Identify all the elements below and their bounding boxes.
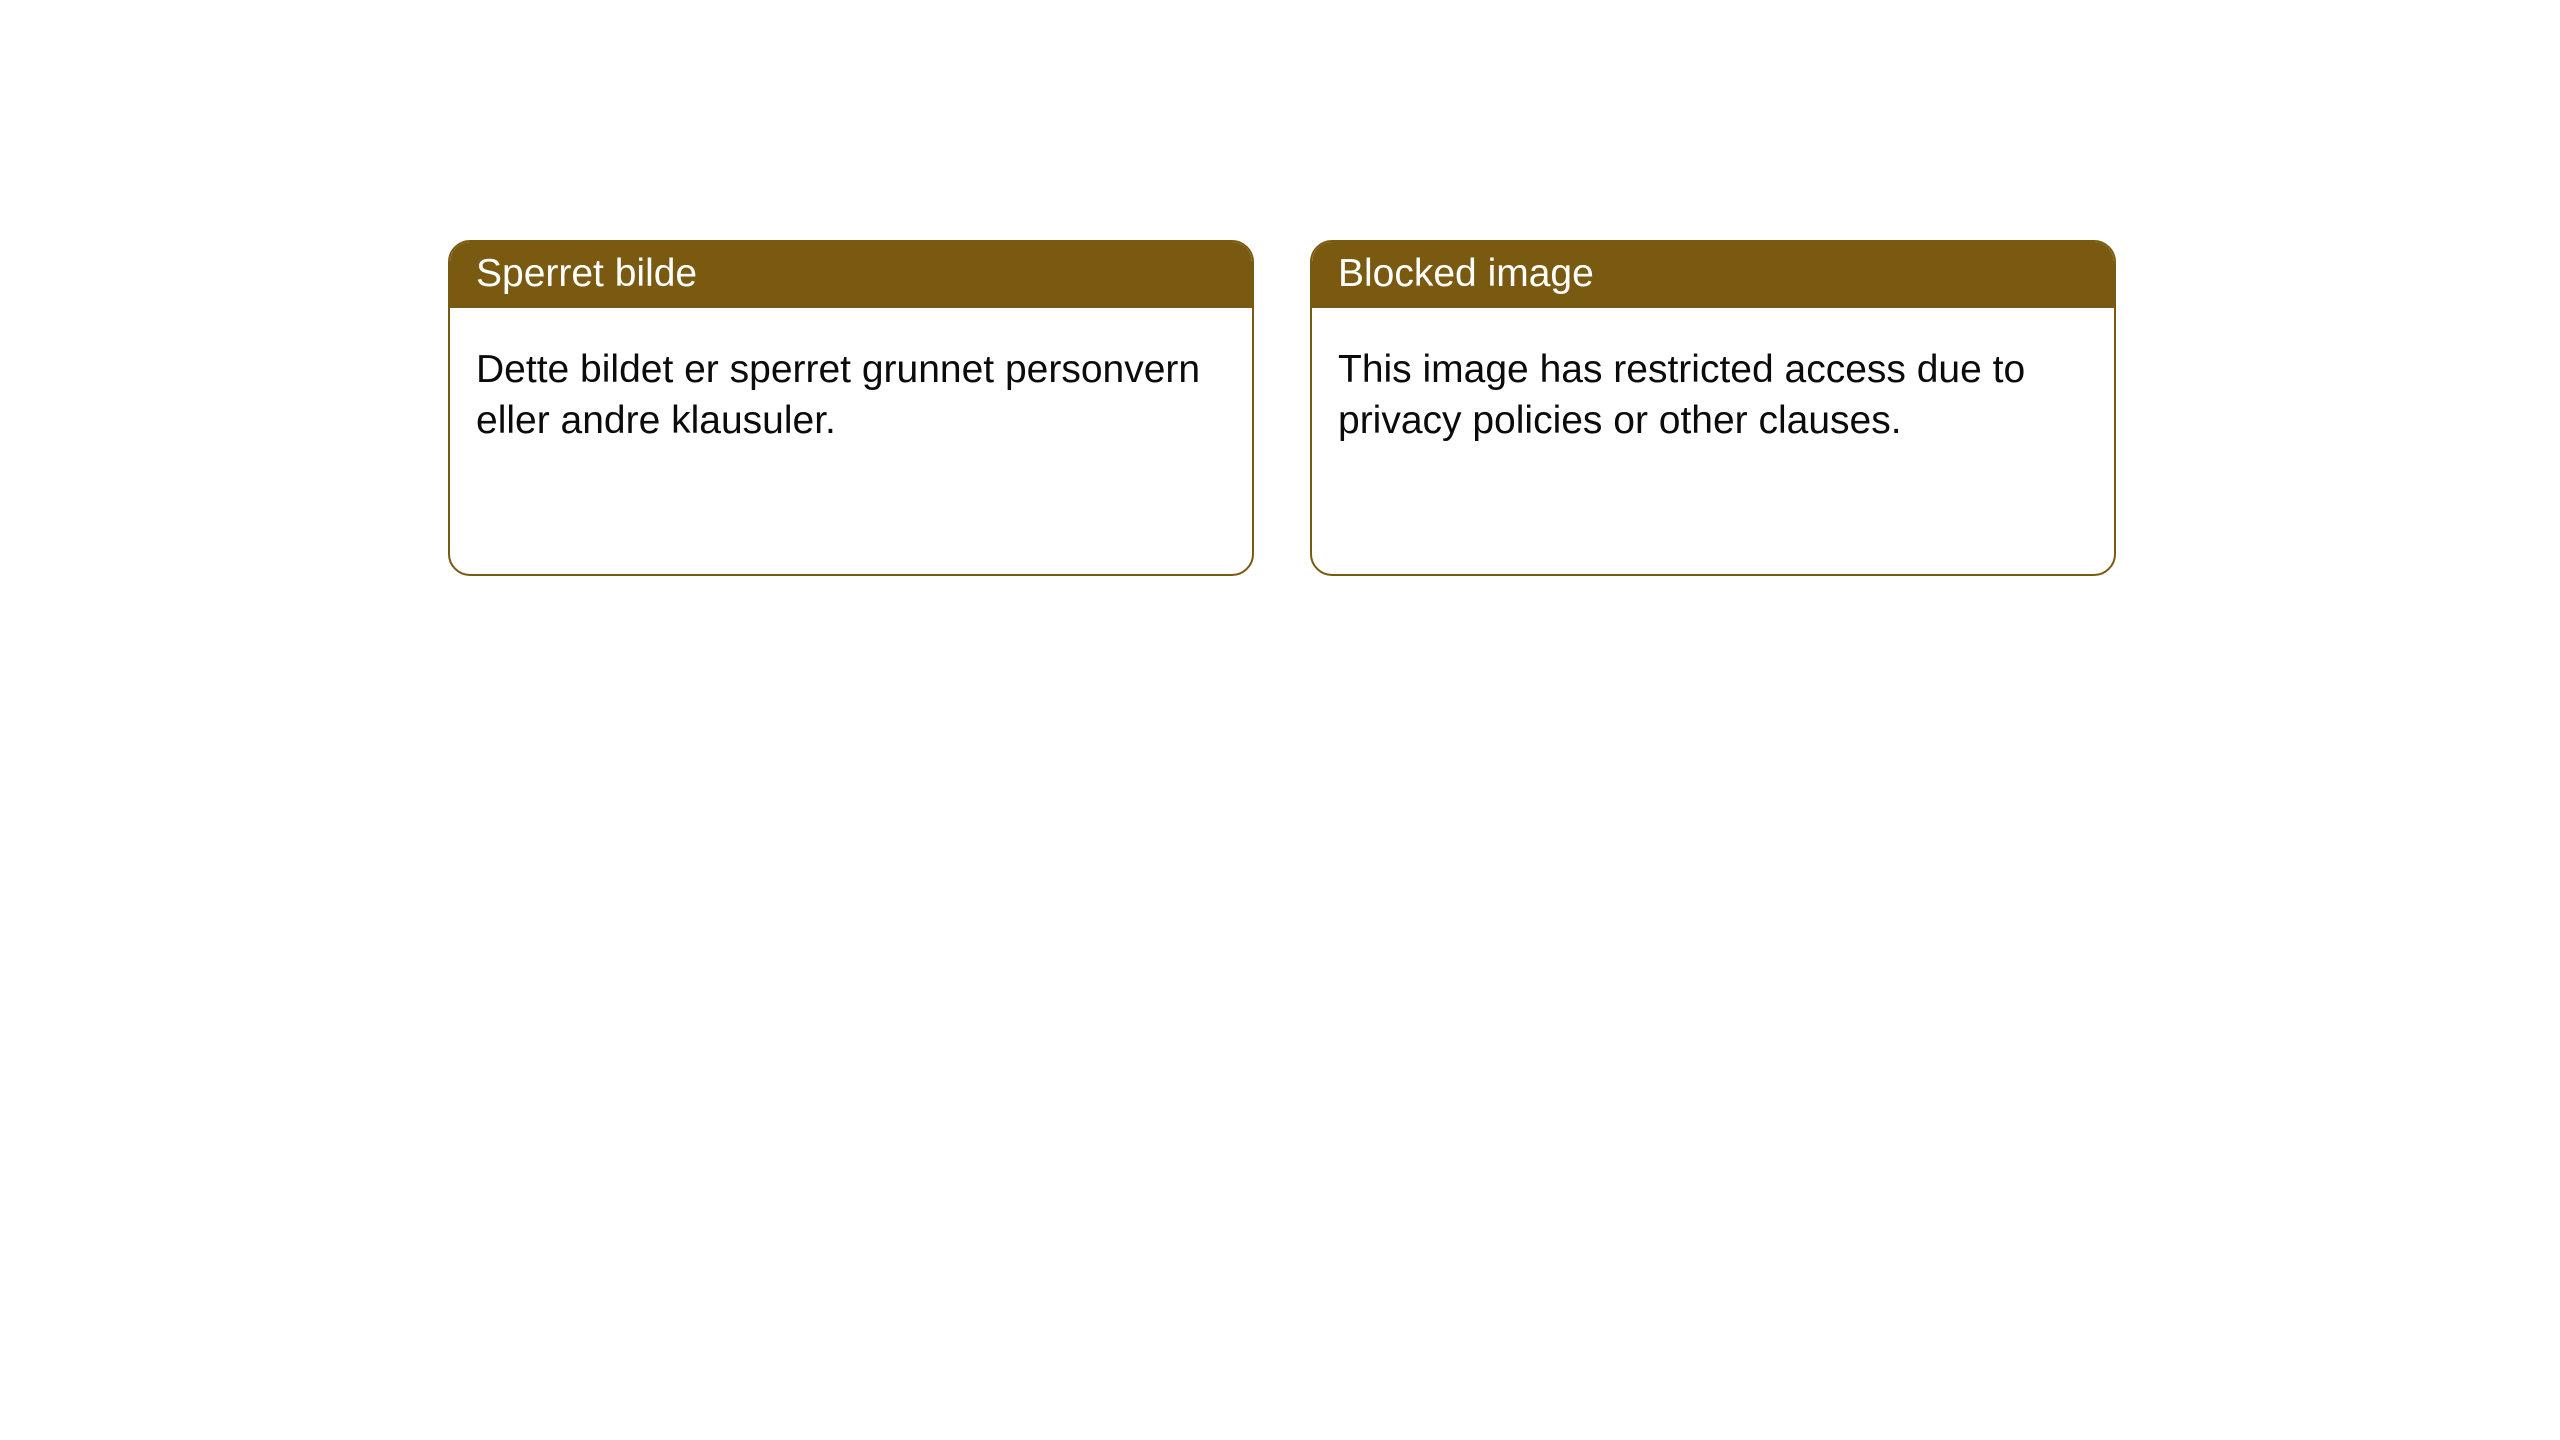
card-body: Dette bildet er sperret grunnet personve… xyxy=(450,308,1252,473)
card-title: Sperret bilde xyxy=(476,252,697,295)
notice-card-norwegian: Sperret bilde Dette bildet er sperret gr… xyxy=(448,240,1254,576)
card-message: This image has restricted access due to … xyxy=(1338,348,2025,442)
card-header: Blocked image xyxy=(1312,242,2114,308)
card-title: Blocked image xyxy=(1338,252,1594,295)
card-header: Sperret bilde xyxy=(450,242,1252,308)
notice-container: Sperret bilde Dette bildet er sperret gr… xyxy=(448,240,2116,576)
card-body: This image has restricted access due to … xyxy=(1312,308,2114,473)
card-message: Dette bildet er sperret grunnet personve… xyxy=(476,348,1200,442)
notice-card-english: Blocked image This image has restricted … xyxy=(1310,240,2116,576)
